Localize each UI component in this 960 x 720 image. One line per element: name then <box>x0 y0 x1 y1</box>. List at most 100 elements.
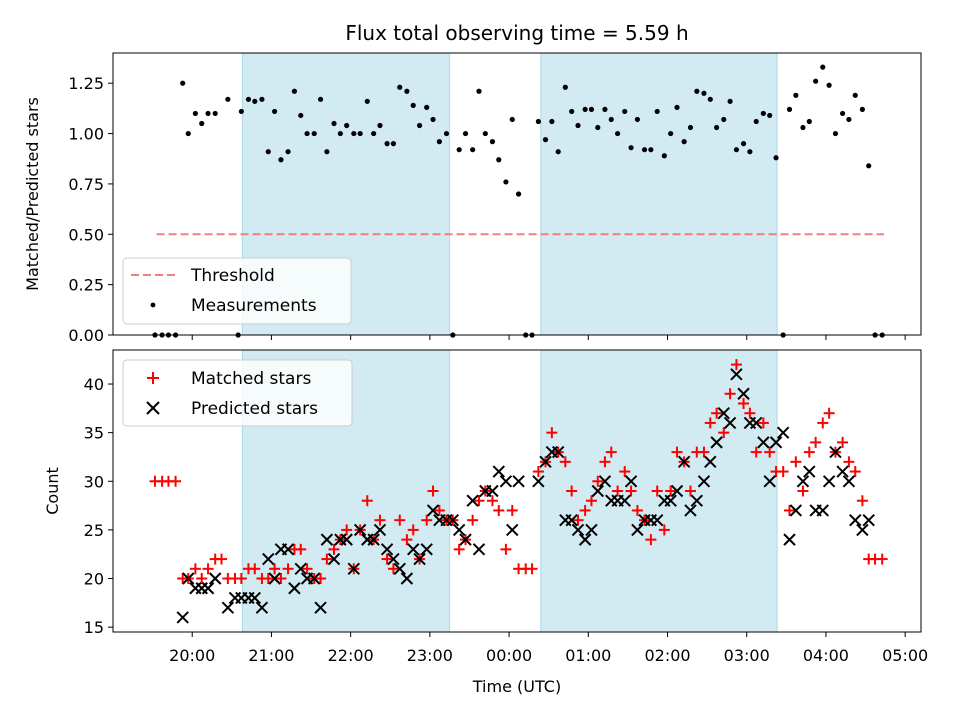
matched-point <box>566 485 578 497</box>
y-tick-label: 1.25 <box>68 74 104 93</box>
matched-point <box>784 504 796 516</box>
measurement-point <box>740 141 747 147</box>
measurement-point <box>674 104 680 110</box>
shaded-band-2 <box>540 52 778 336</box>
predicted-point <box>367 533 380 546</box>
measurement-point <box>608 116 614 123</box>
matched-point <box>559 456 571 468</box>
matched-point <box>387 563 399 575</box>
measurement-point <box>648 147 654 153</box>
measurement-point <box>199 120 205 127</box>
measurement-point <box>390 141 397 147</box>
matched-point <box>427 485 439 497</box>
measurement-point <box>298 112 304 119</box>
predicted-point <box>407 543 420 556</box>
predicted-point <box>750 416 763 430</box>
matched-point <box>407 524 419 536</box>
matched-point <box>843 456 855 468</box>
measurement-point <box>430 116 436 123</box>
matched-point <box>744 407 756 419</box>
measurement-point <box>238 108 244 115</box>
predicted-point <box>492 465 505 478</box>
matched-point <box>401 534 413 546</box>
measurement-point <box>806 118 812 125</box>
predicted-point <box>591 484 605 498</box>
predicted-point <box>631 523 644 537</box>
matched-point <box>730 359 742 371</box>
measurement-point <box>562 84 568 90</box>
predicted-point <box>551 445 565 459</box>
measurement-point <box>205 110 211 117</box>
measurement-points <box>152 64 885 338</box>
predicted-point <box>400 572 414 585</box>
predicted-point <box>803 465 816 478</box>
measurement-point <box>800 124 806 131</box>
measurement-point <box>813 78 819 84</box>
x-tick-label: 03:00 <box>724 646 770 665</box>
matched-point <box>658 524 670 536</box>
predicted-point <box>347 562 361 576</box>
count-points <box>149 359 888 624</box>
y-tick-label: 0.25 <box>68 276 104 295</box>
measurement-point <box>654 108 660 115</box>
measurement-point <box>265 149 271 155</box>
predicted-point <box>763 475 776 488</box>
y-tick-label: 15 <box>84 618 104 637</box>
measurement-point <box>252 98 258 104</box>
predicted-point <box>459 533 472 546</box>
measurement-point <box>324 149 330 155</box>
matched-point <box>189 563 201 575</box>
count-legend: Matched stars Predicted stars <box>122 359 353 427</box>
matched-point <box>625 485 637 497</box>
measurement-point <box>859 106 865 112</box>
predicted-point <box>737 387 750 400</box>
matched-point <box>704 417 716 429</box>
predicted-point <box>664 494 677 507</box>
matched-point <box>698 446 710 458</box>
measurement-point <box>509 116 515 123</box>
y-tick-label: 25 <box>84 521 104 540</box>
measurement-point <box>839 110 846 117</box>
matched-point <box>202 563 214 575</box>
matched-point <box>453 543 465 555</box>
measurement-point <box>866 163 872 169</box>
matched-point <box>282 563 294 575</box>
matched-point <box>526 563 538 575</box>
predicted-point <box>816 504 829 517</box>
predicted-point <box>393 562 406 576</box>
predicted-point <box>255 601 269 614</box>
predicted-point <box>697 475 711 488</box>
measurement-point <box>311 130 317 137</box>
measurement-point <box>515 191 522 197</box>
legend-matched-swatch <box>147 372 159 384</box>
measurement-point <box>820 64 826 70</box>
predicted-point <box>208 572 222 585</box>
measurement-point <box>180 80 186 86</box>
measurement-point <box>357 130 363 137</box>
measurement-point <box>212 110 218 117</box>
matched-point <box>876 553 888 565</box>
measurement-point <box>694 88 700 94</box>
predicted-point <box>262 552 275 566</box>
matched-point <box>301 563 313 575</box>
predicted-point <box>248 591 262 605</box>
x-tick-label: 02:00 <box>644 646 690 665</box>
measurement-point <box>476 88 482 94</box>
y-tick-label: 35 <box>84 424 104 443</box>
measurement-point <box>377 122 383 129</box>
matched-point <box>585 495 597 507</box>
predicted-point <box>413 552 426 566</box>
predicted-point <box>684 504 697 517</box>
legend-measurements-swatch <box>150 302 156 308</box>
measurement-point <box>192 110 198 117</box>
predicted-point <box>539 455 552 469</box>
matched-point <box>473 495 485 507</box>
predicted-point <box>571 523 585 537</box>
measurement-point <box>753 118 759 125</box>
predicted-point <box>387 552 400 566</box>
predicted-point <box>340 533 353 546</box>
matched-point <box>837 436 849 448</box>
measurement-point <box>245 96 252 102</box>
matched-point <box>500 543 512 555</box>
predicted-point <box>320 533 334 546</box>
